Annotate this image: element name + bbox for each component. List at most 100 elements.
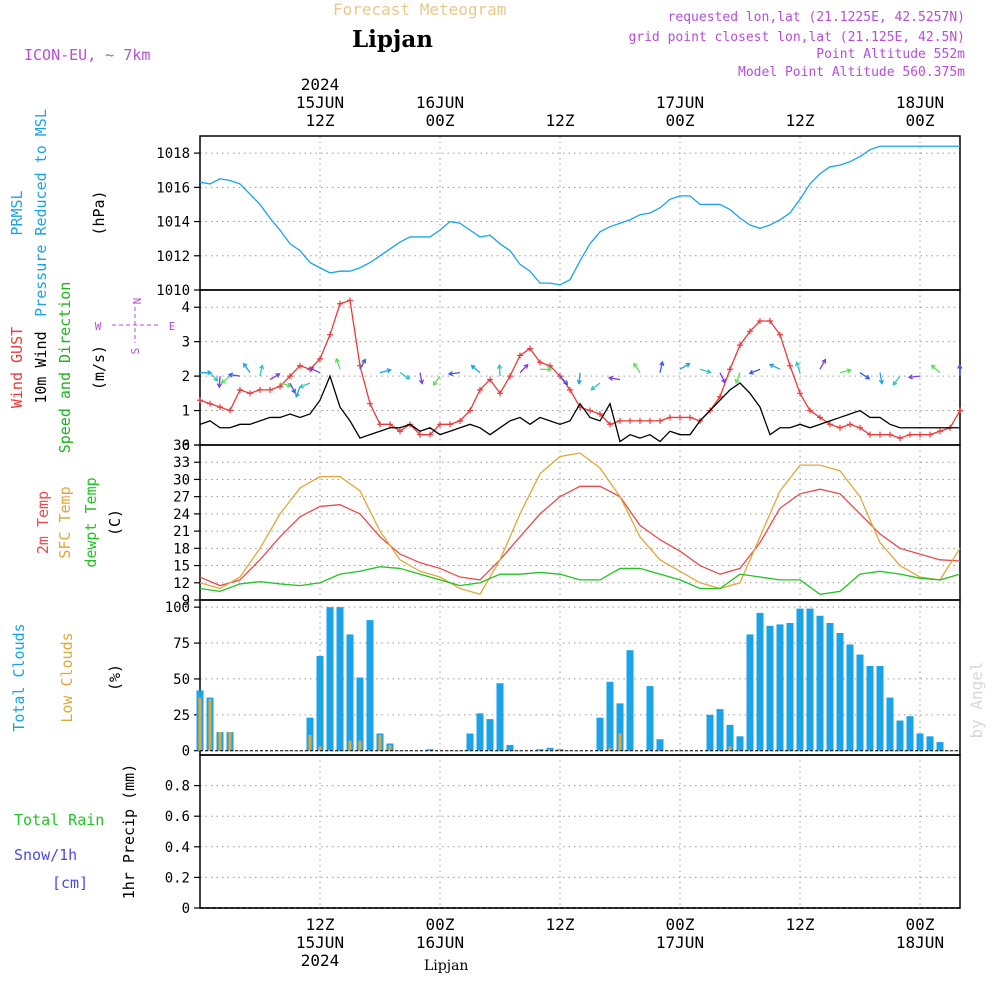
total-cloud-bar xyxy=(937,742,944,751)
y-axis-label-1: Pressure Reduced to MSL xyxy=(32,109,50,317)
y-tick-label: 3 xyxy=(182,335,190,351)
chart-title: Forecast Meteogram xyxy=(333,0,506,19)
gust-marker xyxy=(267,387,273,393)
y-tick-label: 2 xyxy=(182,369,190,385)
bottom-time-label: 12Z xyxy=(306,915,335,934)
bottom-time-label: 15JUN xyxy=(296,933,344,952)
total-cloud-bar xyxy=(647,686,654,751)
y-tick-label: 1010 xyxy=(156,283,190,299)
low-cloud-bar xyxy=(219,732,222,751)
y-tick-label: 0.8 xyxy=(165,779,190,795)
total-cloud-bar xyxy=(817,616,824,751)
compass-w: W xyxy=(95,320,102,333)
top-time-label: 12Z xyxy=(546,111,575,130)
y-axis-label: 1hr Precip (mm) xyxy=(120,764,138,899)
total-cloud-bar xyxy=(317,656,324,751)
bottom-time-label: 12Z xyxy=(546,915,575,934)
total-cloud-bar xyxy=(607,682,614,751)
gust-marker xyxy=(897,435,903,441)
bottom-time-label: 16JUN xyxy=(416,933,464,952)
gust-marker xyxy=(447,421,453,427)
grid-point-coords: grid point closest lon,lat (21.125E, 42.… xyxy=(628,30,965,45)
credit-label: by Angel xyxy=(967,661,986,738)
gust-marker xyxy=(617,418,623,424)
compass-e: E xyxy=(169,320,176,333)
bottom-time-label: 00Z xyxy=(906,915,935,934)
y-tick-label: 15 xyxy=(173,559,190,575)
gust-marker xyxy=(247,390,253,396)
series-sfc-temp xyxy=(200,453,960,594)
top-time-label: 17JUN xyxy=(656,93,704,112)
gust-marker xyxy=(837,425,843,431)
model-label: ICON-EU, ~ 7km xyxy=(24,46,150,64)
top-time-label: 12Z xyxy=(306,111,335,130)
top-time-label: 18JUN xyxy=(896,93,944,112)
y-tick-label: 36 xyxy=(173,438,190,454)
y-axis-label-2: (hPa) xyxy=(90,190,108,235)
gust-marker xyxy=(627,418,633,424)
gust-marker xyxy=(797,390,803,396)
y-axis-label-2: Speed and Direction xyxy=(56,282,74,454)
total-cloud-bar xyxy=(807,609,814,751)
gust-marker xyxy=(197,397,203,403)
gust-marker xyxy=(347,297,353,303)
total-cloud-bar xyxy=(507,745,514,751)
legend-snow-unit: [cm] xyxy=(52,874,88,892)
legend-total-rain: Total Rain xyxy=(14,811,104,829)
low-cloud-bar xyxy=(729,746,732,750)
total-cloud-bar xyxy=(367,620,374,751)
top-time-label: 15JUN xyxy=(296,93,344,112)
gust-marker xyxy=(507,373,513,379)
total-cloud-bar xyxy=(337,607,344,751)
series-prmsl xyxy=(200,146,960,285)
y-tick-label: 1018 xyxy=(156,146,190,162)
y-tick-label: 50 xyxy=(173,672,190,688)
total-cloud-bar xyxy=(467,733,474,750)
y-tick-label: 0.6 xyxy=(165,809,190,825)
total-cloud-bar xyxy=(857,655,864,751)
top-time-label: 00Z xyxy=(426,111,455,130)
y-axis-label-0: Wind GUST xyxy=(8,327,26,408)
top-time-label: 16JUN xyxy=(416,93,464,112)
panel-frame xyxy=(200,600,960,755)
y-axis-label-1: SFC Temp xyxy=(56,486,74,558)
panel-frame xyxy=(200,445,960,600)
total-cloud-bar xyxy=(497,683,504,750)
y-tick-label: 1012 xyxy=(156,249,190,265)
low-cloud-bar xyxy=(319,746,322,750)
y-tick-label: 75 xyxy=(173,636,190,652)
total-cloud-bar xyxy=(797,609,804,751)
total-cloud-bar xyxy=(907,716,914,750)
y-axis-label-0: Total Clouds xyxy=(10,623,28,731)
bottom-time-label: 00Z xyxy=(426,915,455,934)
gust-marker xyxy=(907,432,913,438)
legend-snow: Snow/1h xyxy=(14,846,77,864)
total-cloud-bar xyxy=(477,713,484,750)
gust-marker xyxy=(217,404,223,410)
y-tick-label: 33 xyxy=(173,455,190,471)
total-cloud-bar xyxy=(357,678,364,751)
total-cloud-bar xyxy=(717,709,724,751)
panel-frame xyxy=(200,755,960,908)
gust-marker xyxy=(727,366,733,372)
y-axis-label-3: (m/s) xyxy=(90,345,108,390)
low-cloud-bar xyxy=(389,745,392,751)
total-cloud-bar xyxy=(707,715,714,751)
total-cloud-bar xyxy=(767,626,774,751)
low-cloud-bar xyxy=(209,699,212,751)
top-time-label: 00Z xyxy=(666,111,695,130)
total-cloud-bar xyxy=(887,698,894,751)
y-tick-label: 100 xyxy=(165,600,190,616)
total-cloud-bar xyxy=(917,733,924,750)
gust-marker xyxy=(207,401,213,407)
y-axis-label-1: 10m Wind xyxy=(32,331,50,403)
compass-cross xyxy=(112,307,158,343)
y-tick-label: 12 xyxy=(173,576,190,592)
y-axis-label-0: PRMSL xyxy=(8,190,26,235)
low-cloud-bar xyxy=(349,741,352,751)
